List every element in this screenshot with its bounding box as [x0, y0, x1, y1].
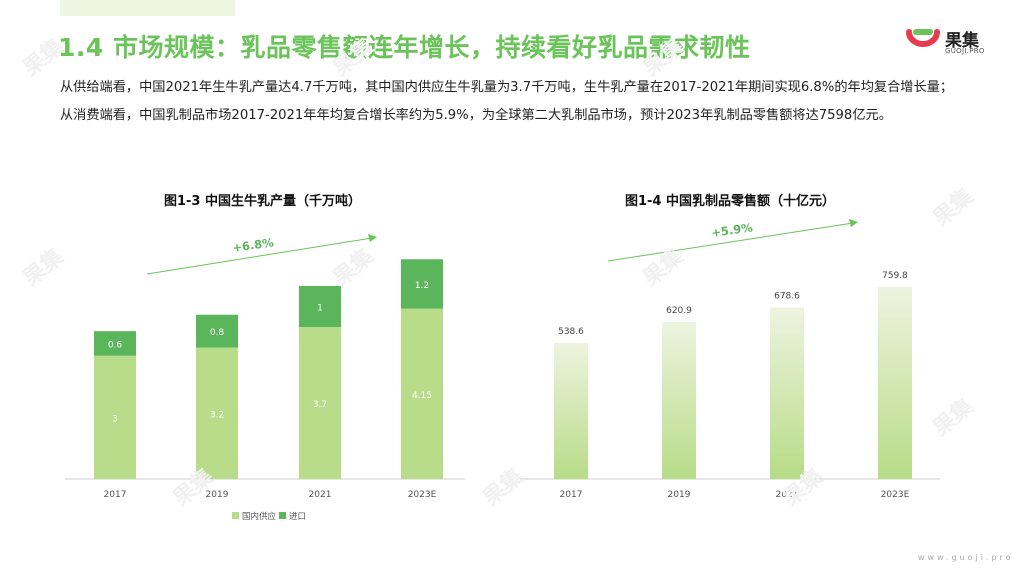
legend-label-domestic: 国内供应: [242, 511, 277, 522]
growth-arrow-line: [146, 237, 373, 275]
brand-domain: GUOJI.PRO: [945, 47, 985, 55]
footer-url: www.guoji.pro: [918, 553, 1014, 562]
label-domestic-2019: 3.2: [210, 410, 224, 420]
label-import-2019: 0.8: [210, 328, 225, 338]
x-tick-2021: 2021: [309, 490, 332, 500]
label-domestic-2023E: 4.15: [412, 391, 432, 401]
bar-import-2017: [94, 331, 136, 356]
bar-domestic-2019: [196, 347, 238, 479]
bar-domestic-2021: [299, 327, 341, 479]
label-import-2021: 1: [317, 304, 323, 314]
summary-paragraph: 从供给端看，中国2021年生牛乳产量达4.7千万吨，其中国内供应生牛乳量为3.7…: [60, 80, 954, 123]
chart1-title: 图1-3 中国生牛乳产量（千万吨）: [163, 194, 361, 209]
growth-annotation: +5.9%: [710, 220, 754, 240]
chart1-plot: 3 0.6 2017 3.2 0.8 2019 3.7 1 2021 4.15 1.2 2023E +6…: [65, 234, 465, 522]
bar-domestic-2017: [94, 355, 136, 479]
chart2-title: 图1-4 中国乳制品零售额（十亿元）: [624, 194, 835, 209]
chart-dairy-retail-sales: 图1-4 中国乳制品零售额（十亿元） 538.6 2017 620.9 2019 678…: [520, 180, 940, 525]
x-tick-2021: 2021: [776, 490, 799, 500]
legend-swatch-domestic: [232, 512, 239, 519]
label-retail-2019: 620.9: [666, 306, 692, 316]
x-tick-2023E: 2023E: [408, 490, 437, 500]
bar-import-2023E: [401, 259, 443, 309]
label-domestic-2017: 3: [112, 414, 118, 424]
brand-logo: 果集 GUOJI.PRO: [906, 26, 1016, 56]
growth-arrow-head: [849, 219, 858, 227]
bar-retail-2023E: [878, 286, 912, 479]
growth-arrow-line: [607, 222, 854, 262]
label-import-2017: 0.6: [108, 340, 123, 350]
bar-retail-2017: [554, 342, 588, 479]
label-retail-2023E: 759.8: [882, 271, 908, 281]
x-tick-2019: 2019: [206, 490, 229, 500]
x-tick-2017: 2017: [104, 490, 127, 500]
page-title: 1.4 市场规模：乳品零售额连年增长，持续看好乳品需求韧性: [58, 33, 751, 62]
label-import-2023E: 1.2: [415, 281, 429, 291]
x-tick-2023E: 2023E: [881, 490, 910, 500]
legend-label-import: 进口: [289, 512, 306, 522]
bar-import-2021: [299, 285, 341, 328]
x-tick-2019: 2019: [668, 490, 691, 500]
legend-swatch-import: [279, 512, 286, 519]
chart2-plot: 538.6 2017 620.9 2019 678.6 2021 759.8 2023E +5.…: [520, 219, 940, 500]
bar-domestic-2023E: [401, 308, 443, 479]
brand-name: 果集: [945, 31, 979, 51]
bar-retail-2019: [662, 322, 696, 479]
chart-raw-milk-production: 图1-3 中国生牛乳产量（千万吨） 3 0.6 2017 3.2 0.8 2019 3.7 1…: [55, 180, 470, 525]
bar-retail-2021: [770, 307, 804, 479]
label-domestic-2021: 3.7: [313, 400, 327, 410]
label-retail-2017: 538.6: [558, 327, 584, 337]
x-tick-2017: 2017: [560, 490, 583, 500]
growth-arrow-head: [368, 234, 377, 242]
bar-import-2019: [196, 314, 238, 348]
growth-annotation: +6.8%: [231, 235, 275, 255]
brand-logo-icon: [906, 29, 940, 47]
top-accent-bar: [60, 0, 235, 16]
label-retail-2021: 678.6: [774, 291, 800, 301]
